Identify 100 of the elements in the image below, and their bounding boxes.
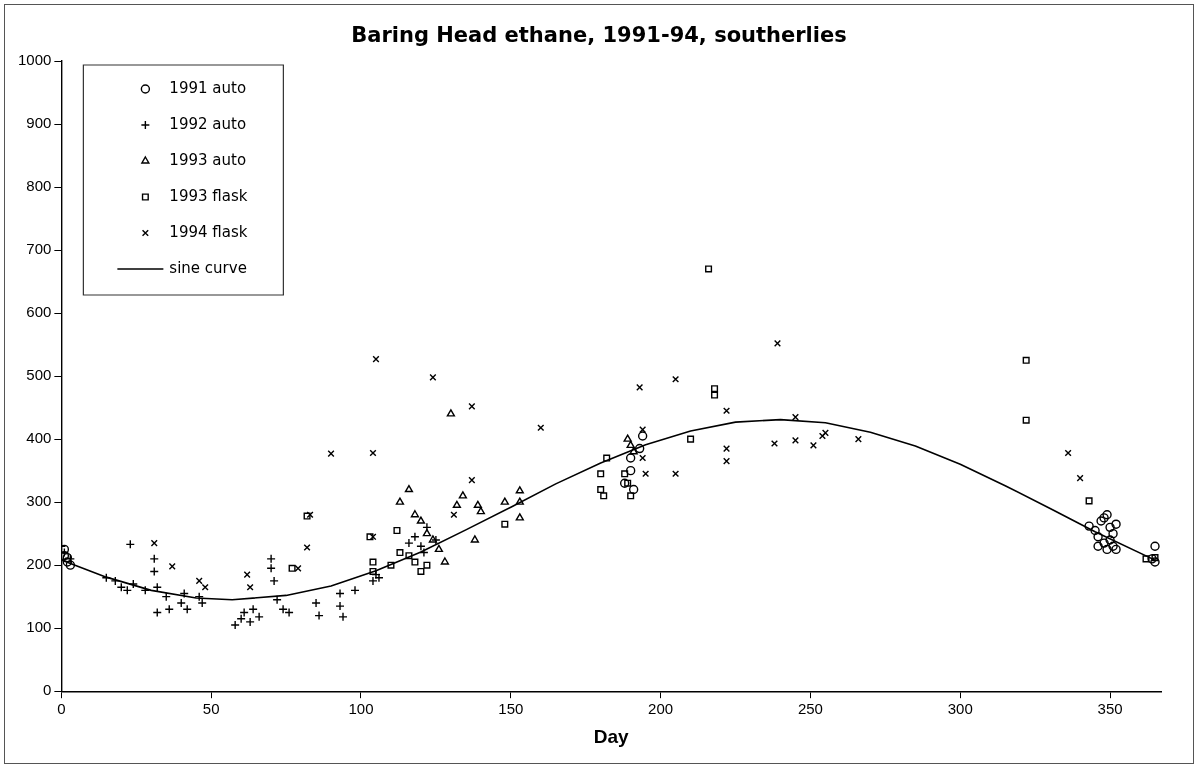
point — [168, 562, 176, 570]
point — [195, 577, 203, 585]
x-tick-label: 250 — [797, 700, 823, 718]
point — [500, 497, 509, 505]
x-tick-label: 0 — [57, 700, 66, 718]
point — [411, 558, 419, 566]
point — [625, 453, 636, 463]
point — [468, 402, 476, 410]
point — [446, 409, 456, 417]
point — [387, 561, 395, 569]
chart-title: Baring Head ethane, 1991-94, southerlies — [350, 23, 848, 47]
point — [372, 355, 380, 363]
point — [150, 539, 158, 547]
x-tick-label: 200 — [648, 700, 674, 718]
point — [1108, 528, 1118, 539]
point — [515, 497, 524, 505]
y-tick-label: 100 — [26, 618, 52, 636]
point — [515, 486, 524, 494]
point — [672, 470, 680, 478]
point — [468, 476, 476, 484]
point — [629, 447, 638, 455]
x-tick-label: 300 — [947, 700, 973, 718]
x-tick-label: 350 — [1097, 700, 1123, 718]
point — [723, 445, 731, 453]
point — [1090, 525, 1100, 536]
point — [639, 454, 647, 462]
point — [600, 492, 608, 500]
point — [1111, 544, 1121, 555]
point — [619, 478, 630, 488]
point — [1105, 522, 1115, 533]
point — [450, 511, 458, 519]
point — [246, 583, 254, 591]
y-tick-label: 900 — [26, 114, 52, 132]
point — [621, 470, 629, 478]
point — [458, 491, 468, 499]
x-tick-label: 50 — [202, 700, 220, 718]
point — [627, 492, 635, 500]
y-tick-label: 800 — [26, 177, 52, 195]
legend-label: sine curve — [169, 258, 247, 277]
y-tick-label: 200 — [26, 555, 52, 573]
point — [626, 440, 635, 449]
point — [634, 443, 645, 454]
point — [416, 516, 426, 524]
point — [327, 450, 335, 458]
point — [405, 552, 413, 560]
point — [1102, 544, 1112, 555]
point — [1093, 541, 1103, 551]
point — [1108, 541, 1118, 551]
point — [687, 435, 695, 443]
point — [410, 532, 420, 542]
point — [236, 614, 246, 624]
point — [369, 567, 377, 575]
point — [637, 431, 648, 441]
y-tick-label: 700 — [26, 240, 52, 258]
legend-label: 1994 flask — [169, 222, 248, 241]
y-tick-label: 300 — [26, 492, 52, 510]
point — [1099, 538, 1109, 548]
point — [809, 441, 817, 449]
point — [1022, 416, 1030, 424]
point — [369, 558, 377, 566]
point — [854, 435, 862, 443]
point — [452, 500, 462, 508]
point — [1084, 521, 1094, 531]
point — [624, 479, 632, 487]
point — [1151, 554, 1159, 562]
point — [393, 526, 401, 535]
point — [1064, 449, 1072, 457]
y-tick-label: 500 — [26, 366, 52, 384]
point — [628, 484, 639, 495]
point — [303, 543, 311, 552]
point — [434, 544, 444, 553]
point — [597, 470, 605, 478]
point — [423, 561, 431, 569]
point — [705, 265, 713, 273]
point — [711, 391, 719, 399]
point — [791, 413, 799, 421]
point — [1111, 519, 1121, 529]
point — [476, 506, 486, 515]
point — [149, 554, 159, 564]
point — [625, 465, 636, 476]
legend-label: 1993 auto — [169, 150, 247, 169]
point — [672, 375, 680, 383]
y-tick-label: 600 — [26, 303, 52, 321]
point — [396, 549, 404, 557]
point — [623, 434, 632, 442]
point — [1022, 356, 1030, 364]
point — [404, 484, 414, 493]
point — [603, 454, 611, 462]
point — [642, 470, 650, 478]
point — [417, 567, 425, 575]
x-tick-label: 150 — [498, 700, 524, 718]
point — [501, 520, 509, 528]
point — [410, 510, 420, 518]
point — [422, 528, 432, 537]
point — [470, 535, 480, 543]
point — [723, 457, 731, 465]
point — [1085, 497, 1093, 505]
point — [254, 612, 264, 622]
point — [1076, 474, 1084, 482]
point — [1150, 541, 1160, 551]
